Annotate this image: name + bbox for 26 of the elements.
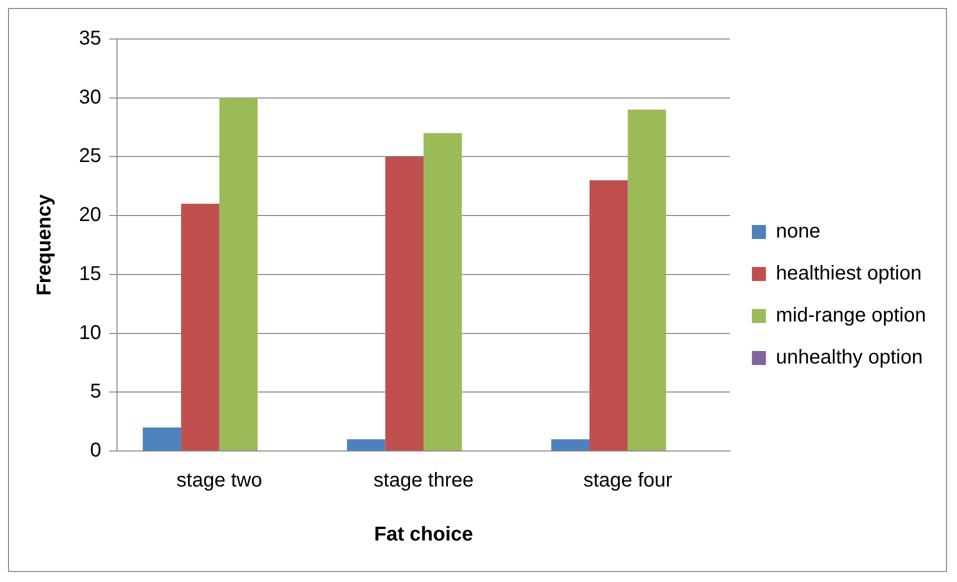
y-tick-label: 20	[78, 204, 102, 226]
x-tick-label: stage four	[583, 470, 673, 492]
bar	[628, 110, 666, 450]
x-axis-title: Fat choice	[374, 524, 474, 546]
bar	[181, 204, 220, 450]
legend-label: healthiest option	[776, 262, 922, 285]
bar	[385, 156, 424, 450]
x-tick-label: stage two	[176, 470, 262, 492]
y-tick-label: 25	[78, 145, 102, 168]
y-tick-label: 10	[78, 322, 102, 344]
y-tick-label: 35	[78, 28, 102, 50]
x-tick-label: stage three	[374, 470, 474, 492]
legend-label: none	[776, 220, 820, 243]
y-tick-label: 5	[90, 380, 102, 403]
legend-label: mid-range option	[776, 304, 926, 327]
legend-label: unhealthy option	[776, 346, 923, 369]
y-tick-label: 30	[78, 86, 102, 108]
bar	[142, 427, 182, 450]
y-axis-title: Frequency	[34, 194, 56, 296]
bar	[590, 180, 628, 450]
bar	[551, 439, 590, 450]
bar	[424, 133, 462, 450]
bar	[346, 439, 386, 450]
y-tick-label: 0	[90, 440, 102, 462]
y-tick-label: 15	[78, 262, 102, 285]
bar	[219, 98, 258, 450]
